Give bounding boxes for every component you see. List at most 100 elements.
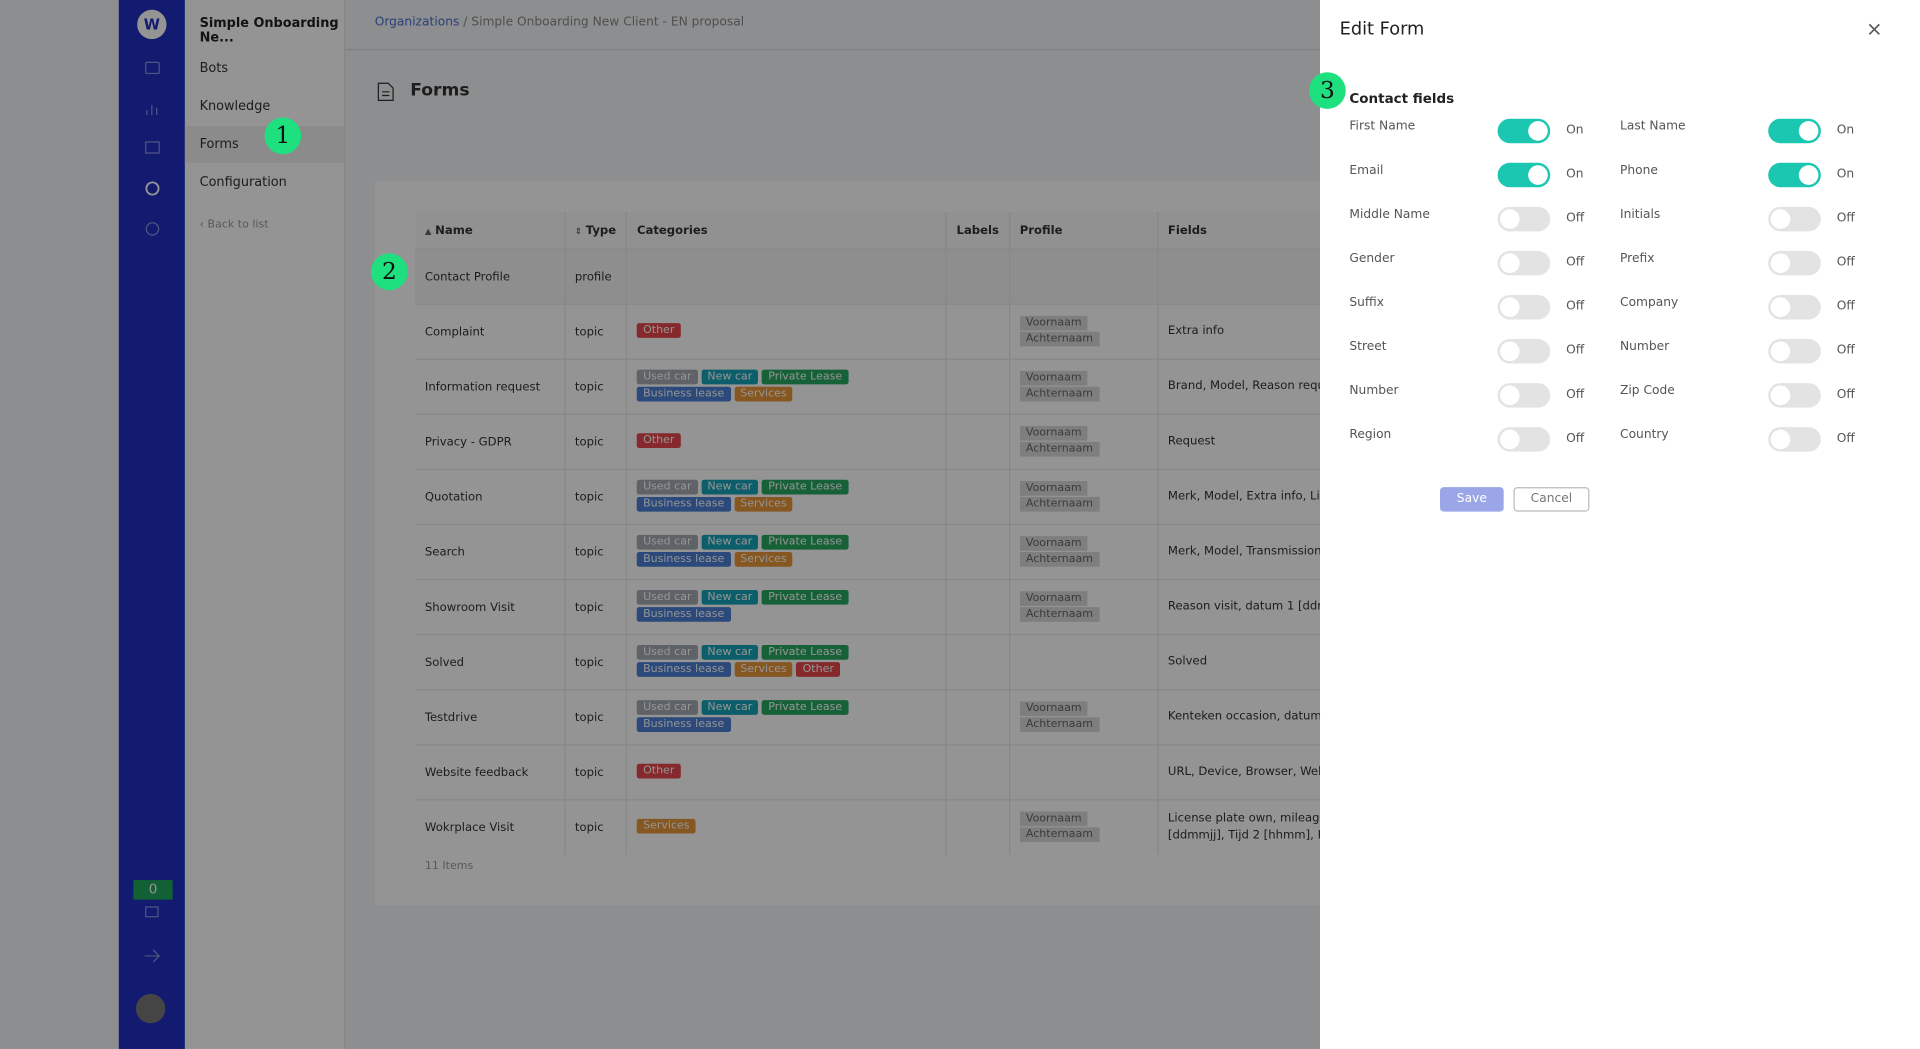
toggle[interactable] [1497,118,1551,144]
category-tag: Private Lease [762,534,849,550]
cell-categories: Other [626,303,947,360]
category-tag: Private Lease [762,645,849,660]
cell-categories: Used car New car Private Lease Business lea… [626,358,947,415]
profile-tag: Voornaam [1019,811,1088,827]
toggle-knob [1770,209,1791,229]
margin [0,0,119,1049]
logout-icon[interactable] [144,949,161,963]
page-title: Forms [410,80,470,101]
category-tag: Private Lease [762,479,849,495]
category-tag: New car [701,700,759,715]
archive-icon[interactable] [145,141,160,154]
overlay[interactable] [0,0,1321,1049]
toggle[interactable] [1768,339,1821,364]
field-status: On [1566,167,1584,182]
cell-profile [1009,744,1159,800]
category-tag: New car [701,479,759,495]
nav-item[interactable]: Forms [199,137,239,152]
category-tag: Used car [636,479,698,495]
category-tag: Services [734,496,793,512]
profile-tag: Achternaam [1019,386,1100,402]
table-row[interactable]: Privacy - GDPR topic Other Voornaam Achterna… [415,413,1428,470]
toggle[interactable] [1768,294,1821,320]
cell-labels [946,634,1010,690]
toggle[interactable] [1497,383,1551,408]
nav-item[interactable]: Bots [199,61,229,76]
category-tag: Used car [636,369,698,385]
toggle-knob [1500,341,1520,362]
profile-tag: Voornaam [1019,481,1088,496]
column-header[interactable]: ▲ Name [415,211,566,250]
category-tag: Other [636,763,681,779]
table-row[interactable]: Website feedback topic Other URL, Device, B… [415,744,1428,800]
chat-icon[interactable] [145,61,160,75]
sort-icon: ▲ [424,225,432,236]
toggle[interactable] [1768,250,1821,276]
breadcrumb-current: Simple Onboarding New Client - EN propos… [471,15,745,30]
toggle[interactable] [1768,427,1821,452]
cell-labels [946,523,1010,580]
table-row[interactable]: Wokrplace Visit topic Services Voornaam Acht… [415,799,1428,855]
table-row[interactable]: Solved topic Used car New car Private Lease B… [415,634,1428,690]
field-label: Street [1349,340,1387,354]
logo[interactable]: W [137,9,167,40]
category-tag: Business lease [636,607,731,622]
help-icon[interactable] [145,222,160,236]
cancel-button[interactable]: Cancel [1513,487,1590,512]
field-status: On [1566,123,1584,138]
cell-type: profile [564,248,628,305]
profile-tag: Achternaam [1019,717,1100,732]
toggle[interactable] [1768,162,1821,188]
settings-icon[interactable] [145,181,160,196]
toggle-knob [1770,253,1791,273]
inbox-icon[interactable] [145,906,159,918]
profile-tag: Achternaam [1019,827,1100,843]
header-text: Type [585,223,617,237]
category-tag: Private Lease [762,589,849,605]
table-row[interactable]: Information request topic Used car New car P… [415,358,1428,415]
back-link[interactable]: ‹ Back to list [199,219,269,232]
toggle[interactable] [1497,339,1551,364]
toggle[interactable] [1497,162,1551,188]
toggle[interactable] [1768,383,1821,408]
toggle[interactable] [1497,427,1551,452]
save-button[interactable]: Save [1440,487,1504,512]
category-tag: New car [701,369,759,385]
toggle[interactable] [1497,206,1551,232]
cell-categories: Used car New car Private Lease Business lea… [626,689,947,745]
toggle-knob [1770,385,1791,406]
toggle[interactable] [1497,294,1551,320]
close-button[interactable]: × [1866,17,1883,41]
toggle[interactable] [1768,118,1821,144]
toggle-knob [1500,385,1520,406]
cell-name: Contact Profile [415,248,566,305]
cell-labels [946,248,1010,305]
category-tag: New car [701,589,759,605]
cell-name: Information request [415,358,566,415]
toggle-knob [1770,297,1791,318]
cell-name: Testdrive [415,689,566,745]
field-status: Off [1836,388,1855,402]
field-label: Phone [1620,164,1658,178]
field-status: Off [1566,255,1585,270]
divider [345,48,1325,51]
toggle-knob [1528,121,1548,141]
toggle[interactable] [1768,206,1821,232]
field-label: Initials [1620,208,1661,222]
nav-item[interactable]: Configuration [199,175,287,190]
breadcrumb-root[interactable]: Organizations [374,15,460,30]
category-tag: Services [734,386,793,402]
cell-type: topic [564,468,628,525]
cell-name: Wokrplace Visit [415,799,566,855]
cell-labels [946,358,1010,415]
field-status: Off [1836,299,1855,314]
nav-item[interactable]: Knowledge [199,99,271,114]
toggle[interactable] [1497,250,1551,276]
toggle-knob [1500,209,1520,229]
avatar[interactable] [135,993,166,1024]
column-header[interactable]: ⇕ Type [564,211,628,250]
back-text[interactable]: Back to list [207,219,269,232]
category-tag: Private Lease [762,369,849,385]
cell-name: Showroom Visit [415,578,566,635]
stats-icon[interactable] [146,105,158,116]
